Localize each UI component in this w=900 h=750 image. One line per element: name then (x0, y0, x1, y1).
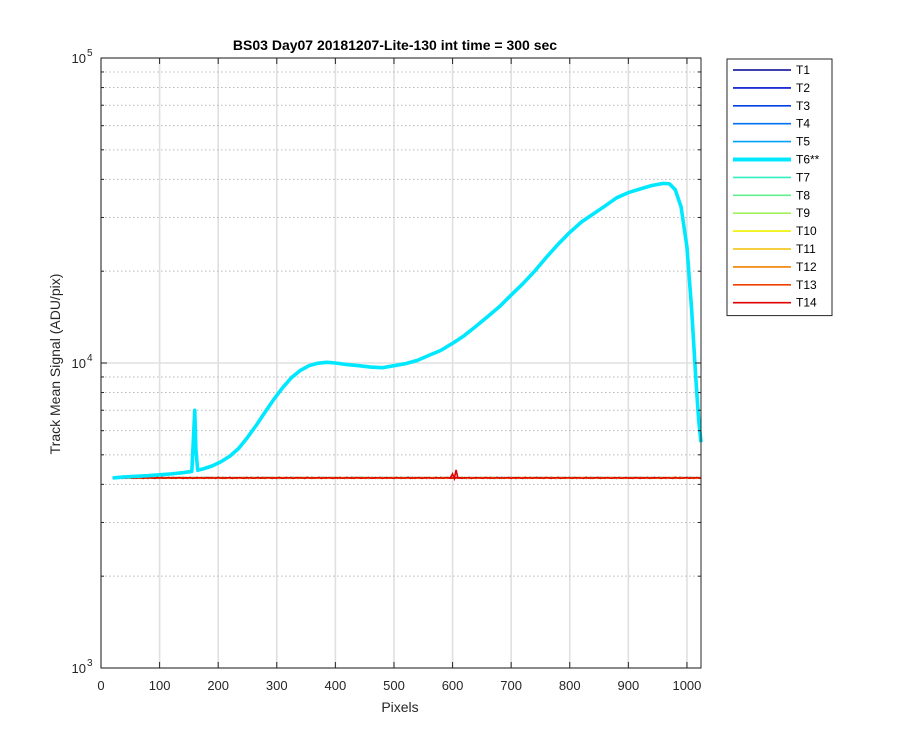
x-tick-label: 200 (207, 678, 229, 693)
x-tick-label: 700 (500, 678, 522, 693)
legend-label: T7 (796, 170, 810, 184)
x-tick-label: 500 (383, 678, 405, 693)
legend-label: T4 (796, 117, 810, 131)
legend-label: T13 (796, 278, 817, 292)
y-tick-label: 10 (72, 51, 86, 66)
legend-label: T10 (796, 224, 817, 238)
y-tick-exponent: 5 (87, 48, 93, 59)
series-lines (112, 181, 703, 482)
x-axis-label: Pixels (381, 699, 418, 715)
series-line-t6-highlight (112, 181, 703, 480)
series-line-t14-feature (449, 469, 462, 482)
series-line-t14 (112, 476, 702, 480)
legend-label: T3 (796, 99, 810, 113)
legend-label: T5 (796, 135, 810, 149)
y-tick-label: 10 (72, 661, 86, 676)
legend-label: T6** (796, 153, 820, 167)
legend-label: T8 (796, 188, 810, 202)
y-tick-exponent: 4 (87, 353, 93, 364)
x-tick-label: 600 (442, 678, 464, 693)
legend-label: T12 (796, 260, 817, 274)
legend-label: T11 (796, 242, 816, 256)
legend-label: T2 (796, 81, 810, 95)
x-tick-label: 400 (325, 678, 347, 693)
x-tick-label: 1000 (672, 678, 701, 693)
legend-label: T14 (796, 296, 817, 310)
x-tick-label: 800 (559, 678, 581, 693)
x-tick-label: 0 (97, 678, 104, 693)
x-tick-label: 300 (266, 678, 288, 693)
legend: T1 T2 T3 T4 T5 T6** T7 T8 T9 T10 T11 T12 T13 T14 (726, 58, 833, 317)
legend-box (726, 58, 833, 317)
legend-label: T1 (796, 63, 810, 77)
y-tick-label: 10 (72, 356, 86, 371)
x-tick-label: 900 (617, 678, 639, 693)
y-axis-label: Track Mean Signal (ADU/pix) (47, 274, 63, 455)
chart-title: BS03 Day07 20181207-Lite-130 int time = … (233, 37, 557, 53)
x-tick-label: 100 (149, 678, 171, 693)
legend-label: T9 (796, 206, 810, 220)
y-tick-exponent: 3 (87, 658, 93, 669)
